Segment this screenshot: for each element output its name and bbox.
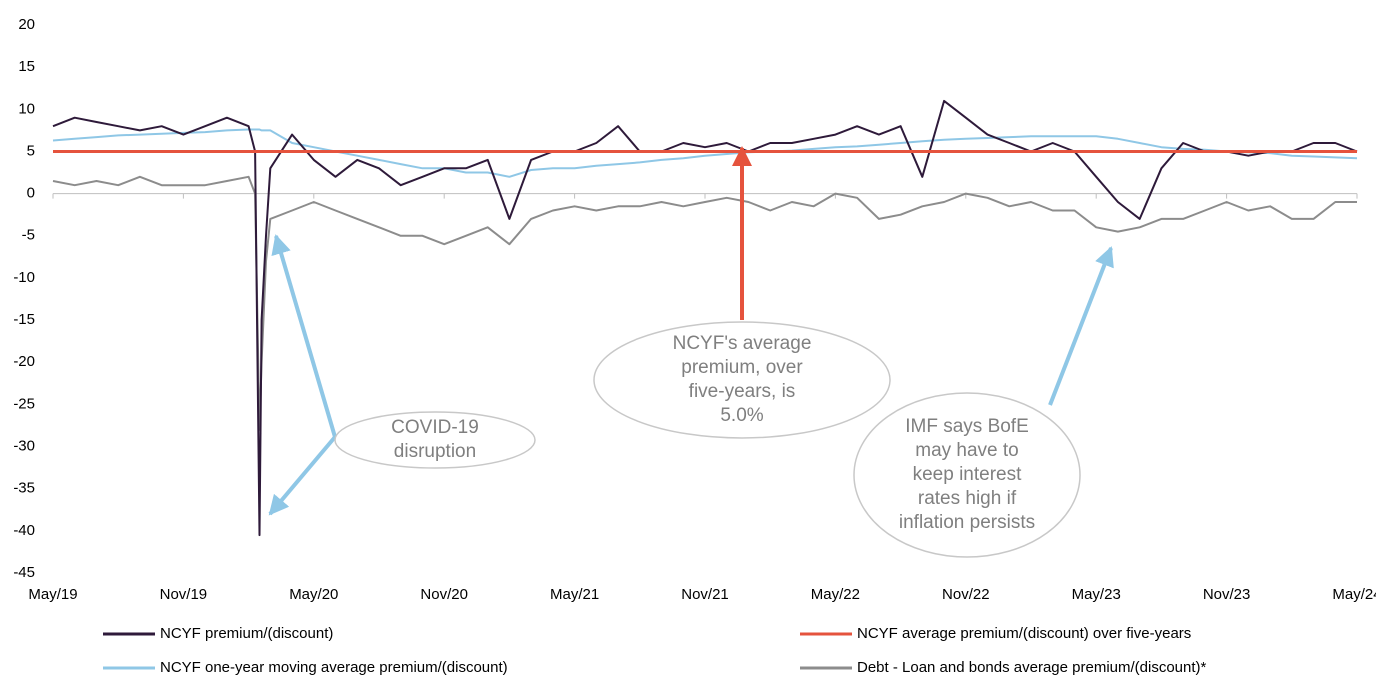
annotation-text: 5.0%	[720, 405, 763, 426]
annotation-bubble	[853, 392, 1081, 558]
arrow	[1048, 246, 1114, 406]
arrows	[268, 146, 1114, 516]
y-tick-label: -45	[13, 564, 35, 581]
x-tick-label: May/23	[1072, 586, 1121, 603]
x-tick-label: Nov/21	[681, 586, 729, 603]
legend-label: NCYF one-year moving average premium/(di…	[160, 659, 508, 676]
annotation-text: five-years, is	[689, 381, 796, 402]
legend-label: Debt - Loan and bonds average premium/(d…	[857, 659, 1207, 676]
x-tick-label: May/21	[550, 586, 599, 603]
x-tick-label: Nov/23	[1203, 586, 1251, 603]
y-tick-label: -35	[13, 480, 35, 497]
y-tick-label: -15	[13, 311, 35, 328]
x-tick-label: May/20	[289, 586, 338, 603]
annotation-text: premium, over	[681, 357, 803, 378]
annotation-text: NCYF's average	[673, 333, 812, 354]
annotation-text: inflation persists	[899, 512, 1035, 533]
x-tick-label: May/19	[28, 586, 77, 603]
y-tick-label: 5	[27, 142, 35, 159]
y-tick-label: -30	[13, 438, 35, 455]
y-tick-label: 10	[18, 100, 35, 117]
annotation-text: may have to	[915, 440, 1019, 461]
y-tick-label: -5	[22, 227, 35, 244]
y-tick-label: -10	[13, 269, 35, 286]
annotations: COVID-19 disruption NCYF's average premium,…	[334, 321, 1081, 558]
x-tick-label: Nov/22	[942, 586, 990, 603]
annotation-text: rates high if	[918, 488, 1017, 509]
annotation-text: COVID-19	[391, 417, 479, 438]
x-tick-label: May/24	[1332, 586, 1376, 603]
y-tick-label: -25	[13, 395, 35, 412]
arrow	[268, 435, 337, 516]
annotation-text: disruption	[394, 441, 476, 462]
y-tick-label: 20	[18, 16, 35, 33]
legend-label: NCYF premium/(discount)	[160, 625, 333, 642]
y-tick-label: 15	[18, 58, 35, 75]
annotation-bubble	[593, 321, 891, 439]
annotation-text: IMF says BofE	[905, 416, 1029, 437]
arrow	[271, 234, 337, 438]
y-tick-label: -20	[13, 353, 35, 370]
plot-area: -45 -40 -35 -30 -25 -20 -15 -10 -5 0 5 10 15 20 May/19…	[13, 16, 1376, 603]
series-line	[52, 99, 1358, 537]
x-tick-label: May/22	[811, 586, 860, 603]
y-tick-label: -40	[13, 522, 35, 539]
annotation-bubble	[334, 411, 536, 469]
y-tick-label: 0	[27, 185, 35, 202]
x-tick-label: Nov/19	[160, 586, 208, 603]
annotation-text: keep interest	[913, 464, 1023, 485]
legend-label: NCYF average premium/(discount) over fiv…	[857, 625, 1191, 642]
x-tick-label: Nov/20	[420, 586, 468, 603]
legend: NCYF premium/(discount) NCYF average prem…	[103, 625, 1207, 676]
series-line	[52, 128, 1358, 178]
